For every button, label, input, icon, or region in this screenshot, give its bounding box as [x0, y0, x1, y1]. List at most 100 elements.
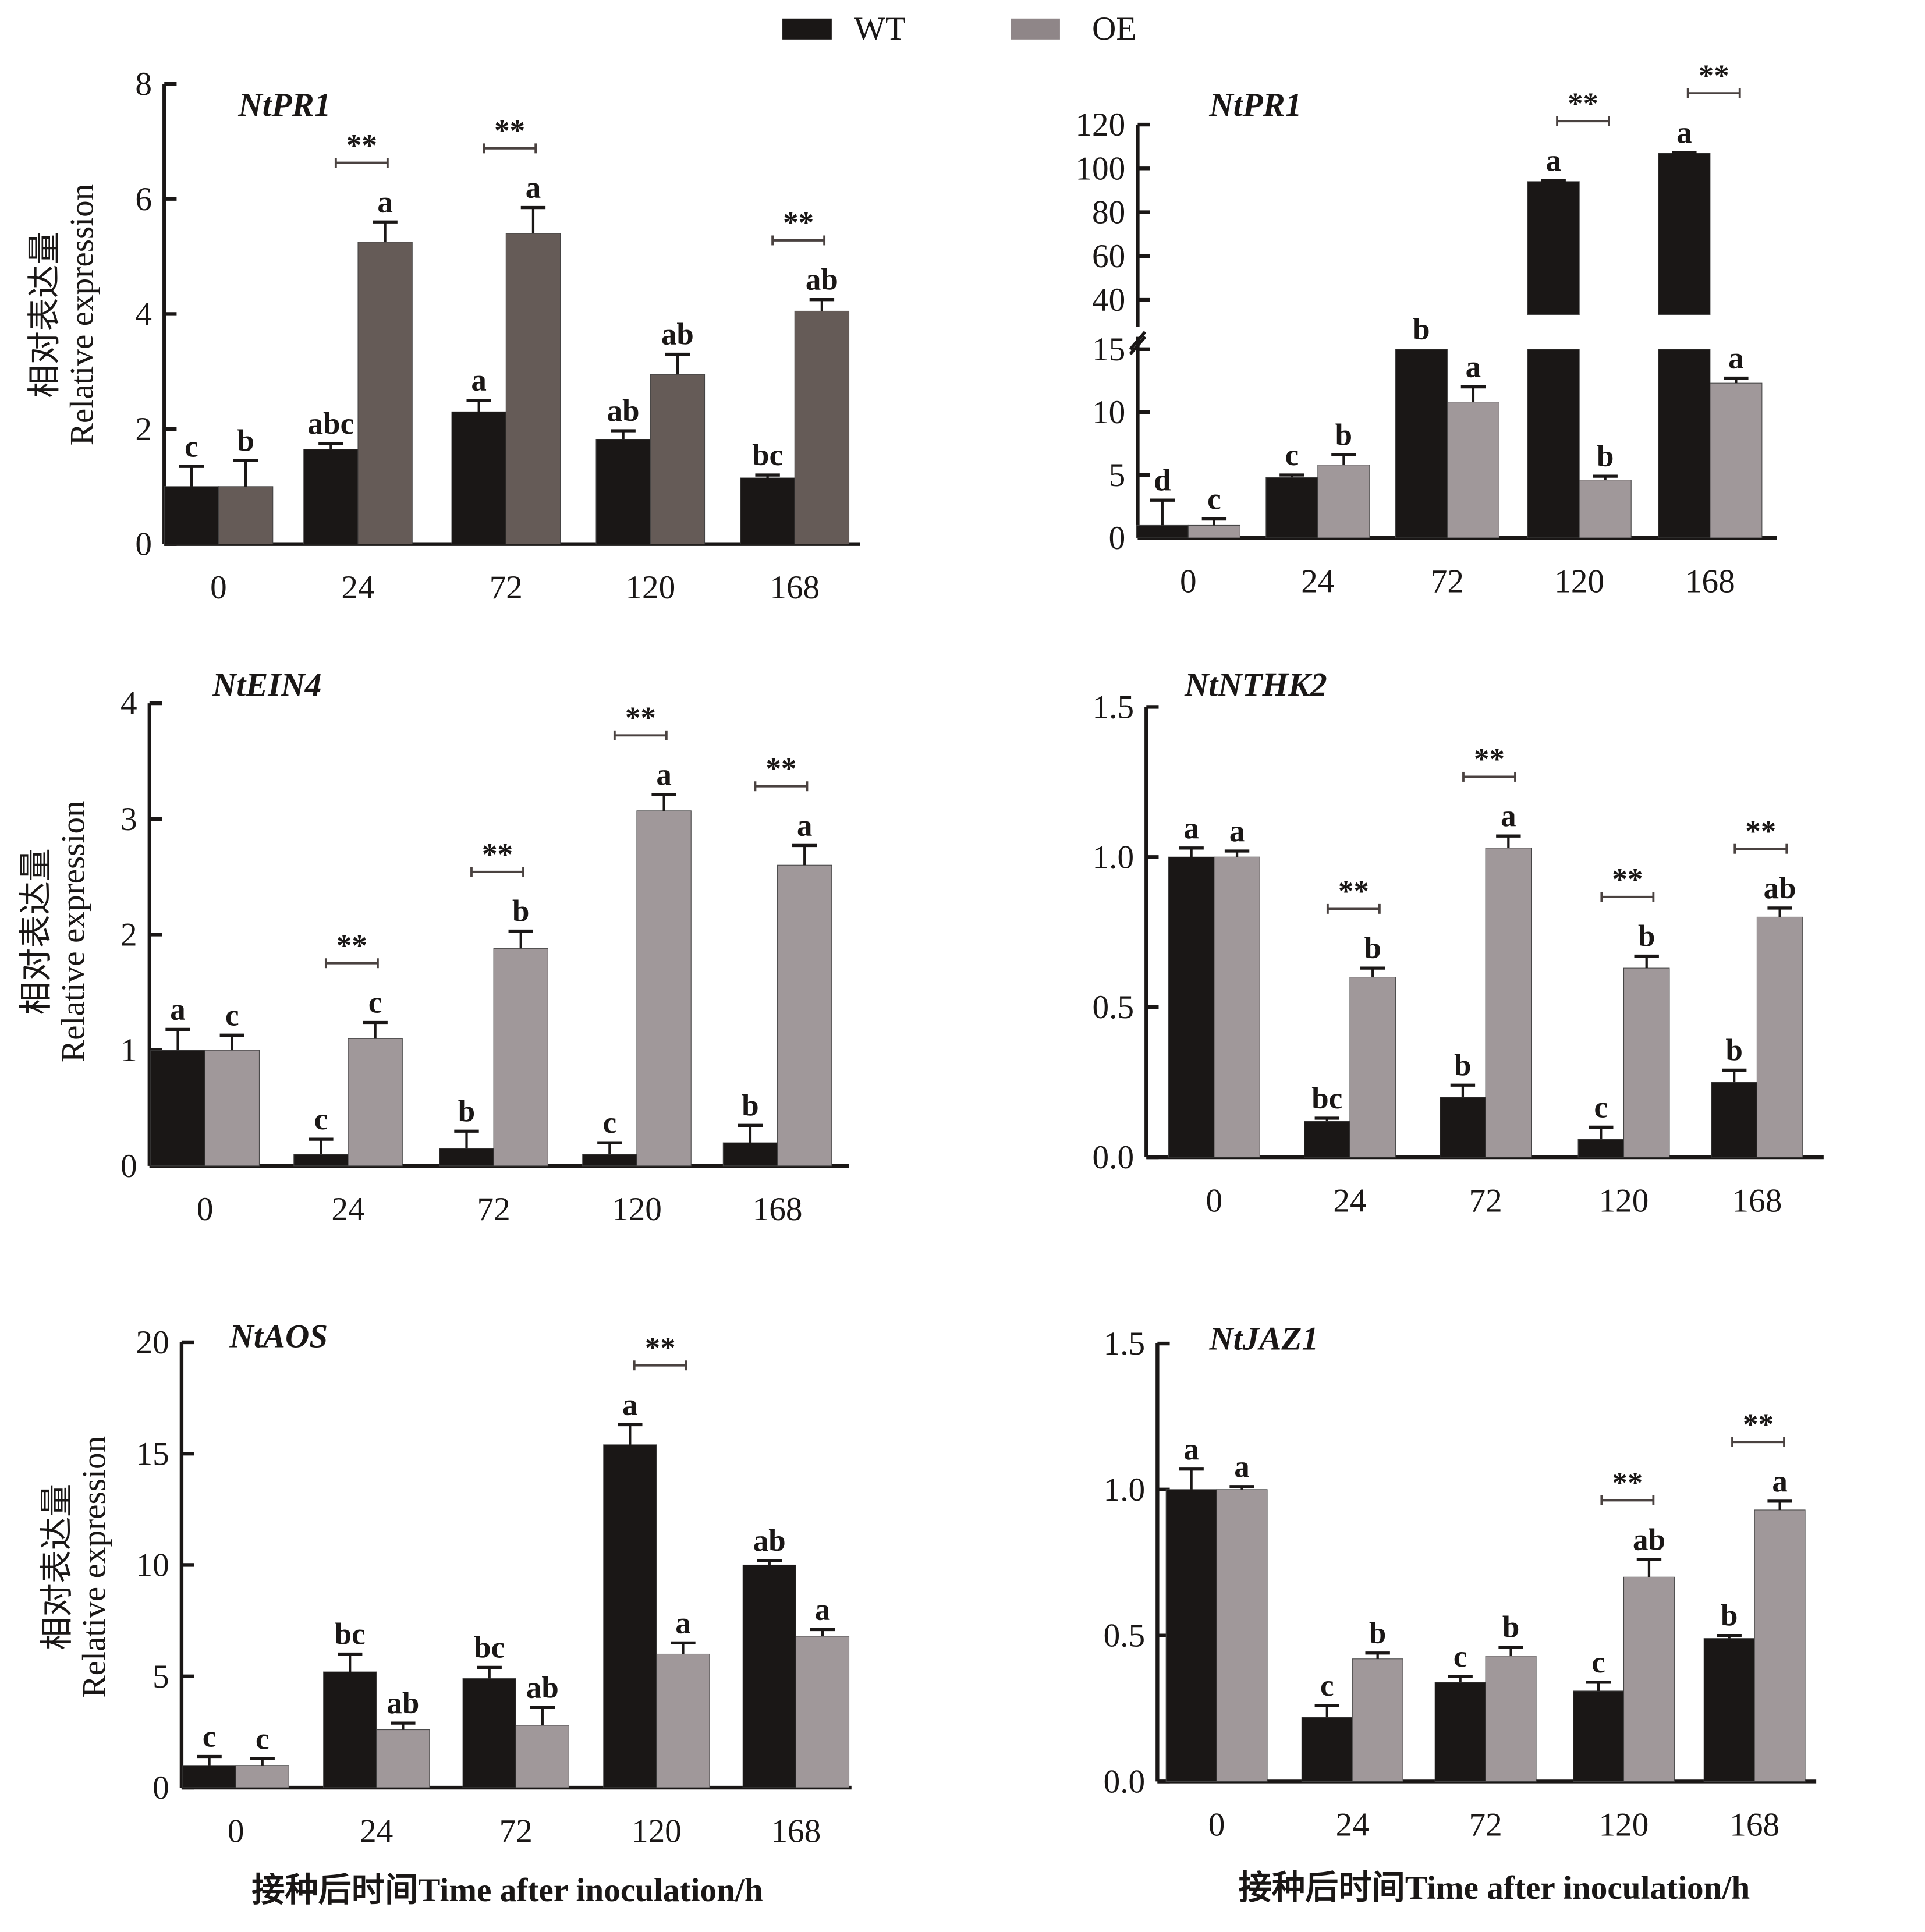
- x-tick-label: 168: [753, 1191, 803, 1228]
- significance-letter: b: [742, 1089, 758, 1122]
- x-tick-label: 24: [341, 569, 374, 606]
- bar-oe: [656, 1653, 710, 1788]
- significance-stars: **: [494, 114, 525, 148]
- significance-stars: **: [1612, 1466, 1643, 1500]
- y-tick-label: 0.5: [1093, 989, 1135, 1026]
- x-tick-label: 168: [1732, 1182, 1782, 1219]
- bar-oe: [1349, 977, 1396, 1158]
- x-tick-label: 72: [1469, 1807, 1502, 1844]
- legend: WT OE: [782, 10, 1136, 47]
- y-tick-label: 15: [136, 1435, 169, 1472]
- significance-letter: c: [603, 1106, 617, 1140]
- significance-letter: a: [1501, 799, 1516, 833]
- significance-stars: **: [1743, 1408, 1774, 1441]
- significance-stars: **: [625, 701, 656, 735]
- significance-letter: a: [656, 758, 671, 792]
- bar-oe: [1623, 967, 1670, 1158]
- bar-oe: [357, 242, 413, 545]
- bar-wt: [1711, 1082, 1757, 1158]
- y-tick-label: 2: [120, 917, 137, 953]
- significance-letter: a: [675, 1606, 690, 1640]
- bar-wt: [1703, 1638, 1755, 1782]
- bar-oe: [1352, 1658, 1403, 1782]
- bar-oe: [515, 1725, 569, 1788]
- x-axis-label-right: 接种后时间Time after inoculation/h: [1239, 1870, 1750, 1906]
- bar-wt: [740, 477, 795, 545]
- bar-wt: [722, 1142, 778, 1167]
- y-tick-label: 40: [1092, 282, 1125, 318]
- significance-letter: a: [622, 1388, 637, 1422]
- significance-letter: b: [458, 1094, 475, 1128]
- bar-wt: [439, 1148, 494, 1167]
- x-tick-label: 120: [1599, 1807, 1649, 1844]
- y-tick-label: 0.0: [1093, 1139, 1135, 1176]
- y-tick-label: 10: [1092, 394, 1125, 431]
- bar-oe: [1447, 402, 1499, 538]
- y-tick-label: 1.5: [1093, 689, 1135, 725]
- y-tick-label: 80: [1092, 194, 1125, 231]
- bar-wt: [303, 449, 359, 545]
- bar-oe: [204, 1050, 260, 1167]
- y-tick-label: 2: [135, 411, 152, 448]
- significance-stars: **: [1568, 87, 1598, 121]
- y-tick-label: 6: [135, 181, 152, 218]
- significance-stars: **: [765, 752, 796, 786]
- chart-title: NtEIN4: [212, 667, 322, 703]
- y-tick-label: 0: [1109, 520, 1126, 556]
- bar-wt: [462, 1678, 516, 1788]
- bar-wt: [1577, 1139, 1625, 1158]
- bar-oe: [1756, 916, 1803, 1158]
- bar-wt: [1168, 856, 1215, 1158]
- y-label-en: Relative expression: [76, 1436, 113, 1698]
- x-tick-label: 0: [210, 569, 227, 606]
- bar-oe: [794, 310, 850, 545]
- bar-oe: [777, 864, 832, 1167]
- significance-letter: c: [1285, 438, 1299, 472]
- chart-title: NtPR1: [1208, 87, 1302, 123]
- significance-letter: a: [1234, 1450, 1249, 1484]
- bar-wt: [595, 439, 651, 545]
- y-axis-label-3: 相对表达量 Relative expression: [39, 1436, 113, 1698]
- significance-letter: b: [1335, 418, 1352, 452]
- x-tick-label: 0: [1206, 1182, 1223, 1219]
- bar-oe: [348, 1038, 403, 1167]
- x-tick-label: 120: [1554, 563, 1604, 600]
- significance-stars: **: [783, 206, 814, 240]
- significance-letter: bc: [335, 1618, 366, 1651]
- significance-letter: a: [1466, 350, 1481, 384]
- significance-stars: **: [346, 129, 377, 162]
- y-tick-label: 0.5: [1104, 1618, 1146, 1654]
- x-tick-label: 24: [360, 1813, 393, 1849]
- y-tick-label: 1.0: [1104, 1472, 1146, 1508]
- legend-swatch-oe: [1011, 18, 1060, 40]
- bar-oe: [650, 374, 706, 545]
- significance-letter: c: [256, 1722, 270, 1756]
- y-tick-label: 15: [1092, 331, 1125, 368]
- significance-letter: d: [1154, 463, 1171, 497]
- x-axis-label-left: 接种后时间Time after inoculation/h: [251, 1872, 763, 1909]
- y-label-en: Relative expression: [63, 184, 100, 446]
- significance-letter: b: [1725, 1033, 1742, 1067]
- significance-letter: b: [1369, 1617, 1386, 1650]
- bar-oe: [1317, 465, 1370, 538]
- significance-stars: **: [1474, 743, 1505, 777]
- axis-break-mark: [1129, 335, 1147, 355]
- chart-title: NtPR1: [237, 87, 331, 123]
- bar-wt: [182, 1765, 236, 1788]
- significance-letter: ab: [1633, 1523, 1665, 1557]
- significance-letter: c: [1320, 1669, 1334, 1703]
- significance-letter: c: [1594, 1090, 1608, 1124]
- x-tick-label: 72: [1431, 563, 1464, 600]
- y-tick-label: 10: [136, 1547, 169, 1584]
- bar-wt: [451, 411, 506, 545]
- x-tick-label: 72: [490, 569, 523, 606]
- significance-letter: c: [368, 986, 382, 1020]
- bar-oe: [636, 810, 692, 1167]
- significance-letter: a: [1545, 144, 1561, 178]
- significance-stars: **: [1699, 59, 1729, 93]
- x-tick-label: 0: [1180, 563, 1197, 600]
